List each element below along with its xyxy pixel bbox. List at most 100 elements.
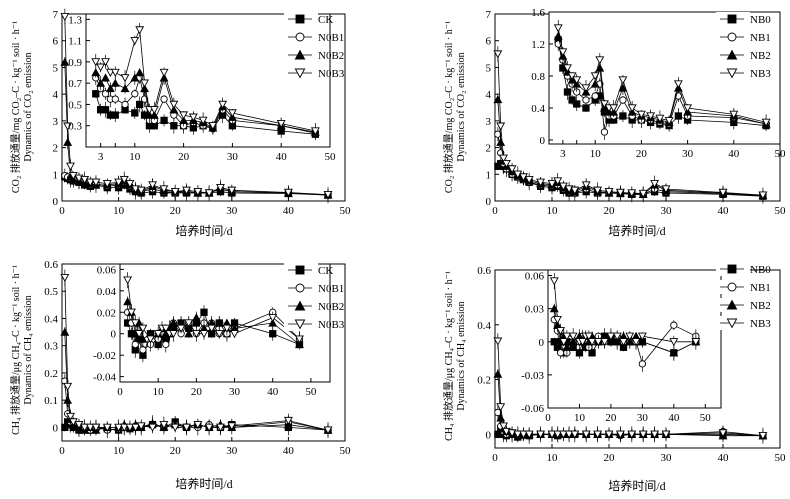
main-point: [615, 430, 625, 439]
main-point: [63, 122, 73, 131]
inset-x-tick-label: 30: [229, 386, 241, 398]
legend-marker: [726, 49, 738, 60]
legend-label: NB1: [750, 282, 771, 294]
inset-x-tick-label: 10: [590, 148, 602, 160]
inset-point: [149, 106, 159, 115]
main-point: [536, 430, 546, 439]
y-tick-label: 5: [486, 62, 492, 74]
legend-marker: [295, 32, 305, 42]
inset-point: [162, 340, 170, 349]
inset-point: [111, 111, 119, 119]
inset-point: [268, 313, 278, 323]
main-point: [148, 181, 157, 190]
inset-point: [198, 116, 208, 125]
inset-point: [553, 24, 563, 33]
inset-point: [134, 330, 144, 339]
inset-point: [591, 92, 599, 100]
inset-point: [105, 84, 115, 93]
y-axis-label: CO₂ 排放通量/mg CO₂–C · kg⁻¹ soil · h⁻¹: [442, 21, 455, 193]
inset-point: [625, 337, 635, 346]
inset-y-tick-label: 0.4: [531, 103, 545, 115]
inset-x-tick-label: 40: [267, 386, 279, 398]
inset-x-tick-label: 10: [129, 151, 141, 163]
legend: NB0 NB1 NB2 NB3: [716, 12, 771, 80]
x-tick-label: 40: [283, 205, 295, 217]
main-point: [627, 189, 637, 198]
legend-marker: [294, 68, 306, 79]
x-axis-label: 培养时间/d: [175, 223, 232, 238]
inset-y-tick-label: 0.3: [68, 121, 82, 133]
inset-point: [761, 118, 771, 127]
inset-y-tick-label: 0.04: [97, 286, 117, 298]
inset-y-tick-label: 1.3: [68, 14, 82, 26]
main-point: [570, 430, 580, 439]
inset-point: [200, 308, 208, 316]
legend-label: NB0: [750, 264, 771, 276]
inset-point: [176, 324, 186, 333]
inset-x-tick-label: 30: [637, 412, 649, 424]
legend-marker: [727, 32, 737, 42]
inset-y-tick-label: 1.1: [68, 36, 82, 48]
main-point: [519, 173, 528, 182]
inset-x-tick-label: 50: [775, 148, 787, 160]
x-tick-label: 10: [547, 452, 559, 464]
inset-y-tick-label: 0.03: [525, 304, 545, 316]
inset-point: [609, 104, 619, 113]
main-point: [627, 430, 637, 439]
main-point: [513, 170, 523, 179]
inset-point: [590, 72, 600, 81]
legend: CK N0B1 N0B2 N0B3: [284, 12, 345, 80]
chart-panel-2: 0 10 20 30 40 50 0 0.1 0.2 0.3 0.4 0.5 0.6 培养时间/d CH₄ …: [9, 259, 351, 491]
x-tick-label: 30: [226, 205, 238, 217]
legend: NB0 NB1 NB2 NB3: [716, 262, 771, 330]
inset-x-tick-label: 20: [191, 386, 203, 398]
main-point: [216, 423, 225, 432]
y-tick-label: 0.1: [44, 395, 58, 407]
legend-marker: [727, 264, 737, 274]
main-point: [558, 182, 568, 191]
main-point: [170, 423, 180, 432]
main-point: [507, 165, 517, 174]
main-point: [227, 422, 237, 431]
inset-point: [184, 329, 194, 338]
inset-point: [691, 338, 701, 347]
inset-point: [191, 330, 201, 339]
y-tick-label: 3: [53, 116, 59, 128]
inset-point: [96, 78, 106, 87]
y-tick-label: 5: [53, 62, 59, 74]
inset-x-tick-label: 40: [276, 151, 288, 163]
inset-point: [637, 337, 647, 346]
main-point: [638, 430, 648, 439]
main-point: [136, 186, 146, 195]
inset-point: [123, 276, 133, 285]
inset-point: [568, 332, 578, 341]
y-tick-label: 6: [486, 36, 492, 48]
main-point: [131, 423, 141, 432]
inset-x-tick-label: 40: [668, 412, 680, 424]
inset-point: [179, 111, 189, 120]
legend-label: N0B1: [318, 283, 344, 295]
main-point: [80, 423, 90, 432]
inset-x-tick-label: 50: [305, 386, 317, 398]
inset-point: [575, 349, 584, 357]
inset-point: [199, 330, 209, 339]
main-point: [114, 423, 124, 432]
x-tick-label: 50: [340, 445, 352, 457]
inset-point: [169, 330, 178, 339]
inset-point: [131, 340, 139, 349]
inset-point: [625, 332, 635, 341]
inset-y-tick-label: 0: [111, 329, 117, 341]
legend-marker: [726, 68, 738, 79]
y-tick-label: 0.4: [44, 313, 58, 325]
inset-y-tick-label: -0.02: [93, 350, 116, 362]
main-point: [758, 432, 768, 441]
inset-y-tick-label: -0.06: [521, 403, 544, 415]
x-tick-label: 10: [547, 205, 559, 217]
inset-point: [101, 90, 110, 98]
main-point: [102, 179, 112, 189]
inset-point: [618, 83, 628, 92]
x-tick-label: 30: [661, 452, 673, 464]
inset-point: [556, 327, 566, 336]
inset-point: [669, 338, 679, 347]
